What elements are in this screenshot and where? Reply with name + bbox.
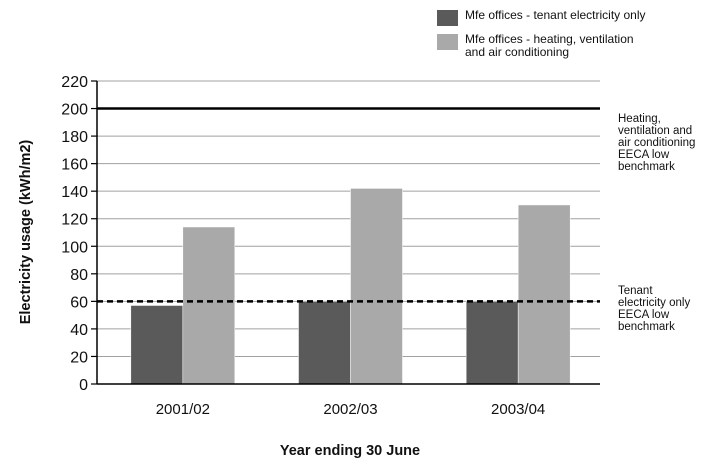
x-axis-title: Year ending 30 June [280,443,420,459]
y-tick-labels: 0 20 40 60 80 100 120 140 160 180 200 220 [61,74,97,394]
hvac-benchmark-label-line-4: EECA low [618,149,670,161]
axes [96,81,600,385]
legend-swatch-tenant-electricity [437,10,458,26]
legend-label-hvac-line-2: and air conditioning [465,45,570,59]
y-tick-label: 40 [70,322,88,339]
x-tick-label: 2001/02 [156,401,210,418]
x-tick-label: 2003/04 [491,401,545,418]
bar-tenant-electricity-0 [130,305,184,385]
hvac-benchmark-label-line-1: Heating, [618,113,661,125]
y-tick-label: 80 [70,267,88,284]
y-tick-label: 140 [61,184,88,201]
legend-label-hvac: Mfe offices - heating, ventilation and a… [465,33,634,59]
y-tick-label: 100 [61,239,88,256]
legend-label-tenant-electricity: Mfe offices - tenant electricity only [465,8,646,22]
bars [130,188,571,385]
hvac-benchmark-label-line-2: ventilation and [618,125,693,137]
x-tick-label: 2002/03 [323,401,377,418]
y-axis-title: Electricity usage (kWh/m2) [18,140,34,325]
tenant-benchmark-label-line-2: electricity only [618,297,691,309]
y-tick-label: 160 [61,157,88,174]
bar-hvac-2 [517,204,571,385]
y-tick-label: 200 [61,102,88,119]
reference-lines [97,107,600,303]
bar-hvac-0 [182,226,236,385]
tenant-benchmark-label-line-3: EECA low [618,309,670,321]
y-tick-label: 220 [61,74,88,91]
legend-swatch-hvac [437,34,458,50]
hvac-benchmark-label-line-5: benchmark [618,161,675,173]
tenant-benchmark-label: Tenant electricity only EECA low benchma… [618,285,690,333]
tenant-benchmark-label-line-1: Tenant [618,285,653,297]
y-tick-label: 120 [61,212,88,229]
y-tick-label: 0 [79,377,88,394]
legend-label-hvac-line-1: Mfe offices - heating, ventilation [465,32,634,46]
y-tick-label: 180 [61,129,88,146]
tenant-benchmark-label-line-4: benchmark [618,321,675,333]
y-tick-label: 60 [70,294,88,311]
y-tick-label: 20 [70,349,88,366]
hvac-benchmark-label-line-3: air conditioning [618,137,696,149]
x-tick-labels: 2001/02 2002/03 2003/04 [156,401,546,418]
bar-tenant-electricity-1 [298,301,351,385]
bar-tenant-electricity-2 [465,301,519,385]
hvac-benchmark-label: Heating, ventilation and air conditionin… [618,113,695,173]
bar-hvac-1 [350,188,403,385]
